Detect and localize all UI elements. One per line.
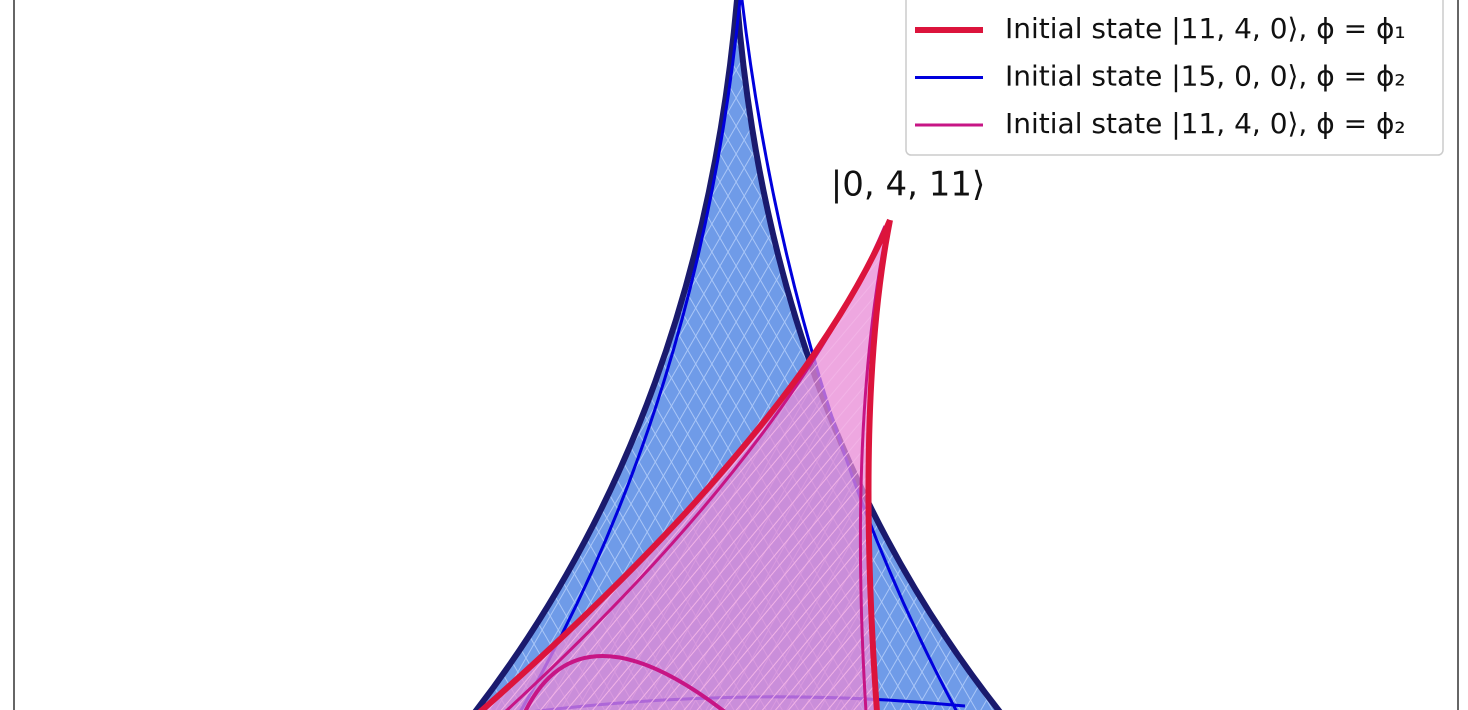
legend-label: Initial state |11, 4, 0⟩, ϕ = ϕ₁ <box>1005 12 1406 45</box>
annotation: |0, 4, 11⟩ <box>831 165 985 205</box>
plot-frame <box>13 0 1459 710</box>
legend-label: Initial state |11, 4, 0⟩, ϕ = ϕ₂ <box>1005 107 1406 140</box>
legend-box <box>905 0 1444 156</box>
legend-label: Initial state |15, 0, 0⟩, ϕ = ϕ₂ <box>1005 60 1406 93</box>
pink-region <box>478 218 893 710</box>
